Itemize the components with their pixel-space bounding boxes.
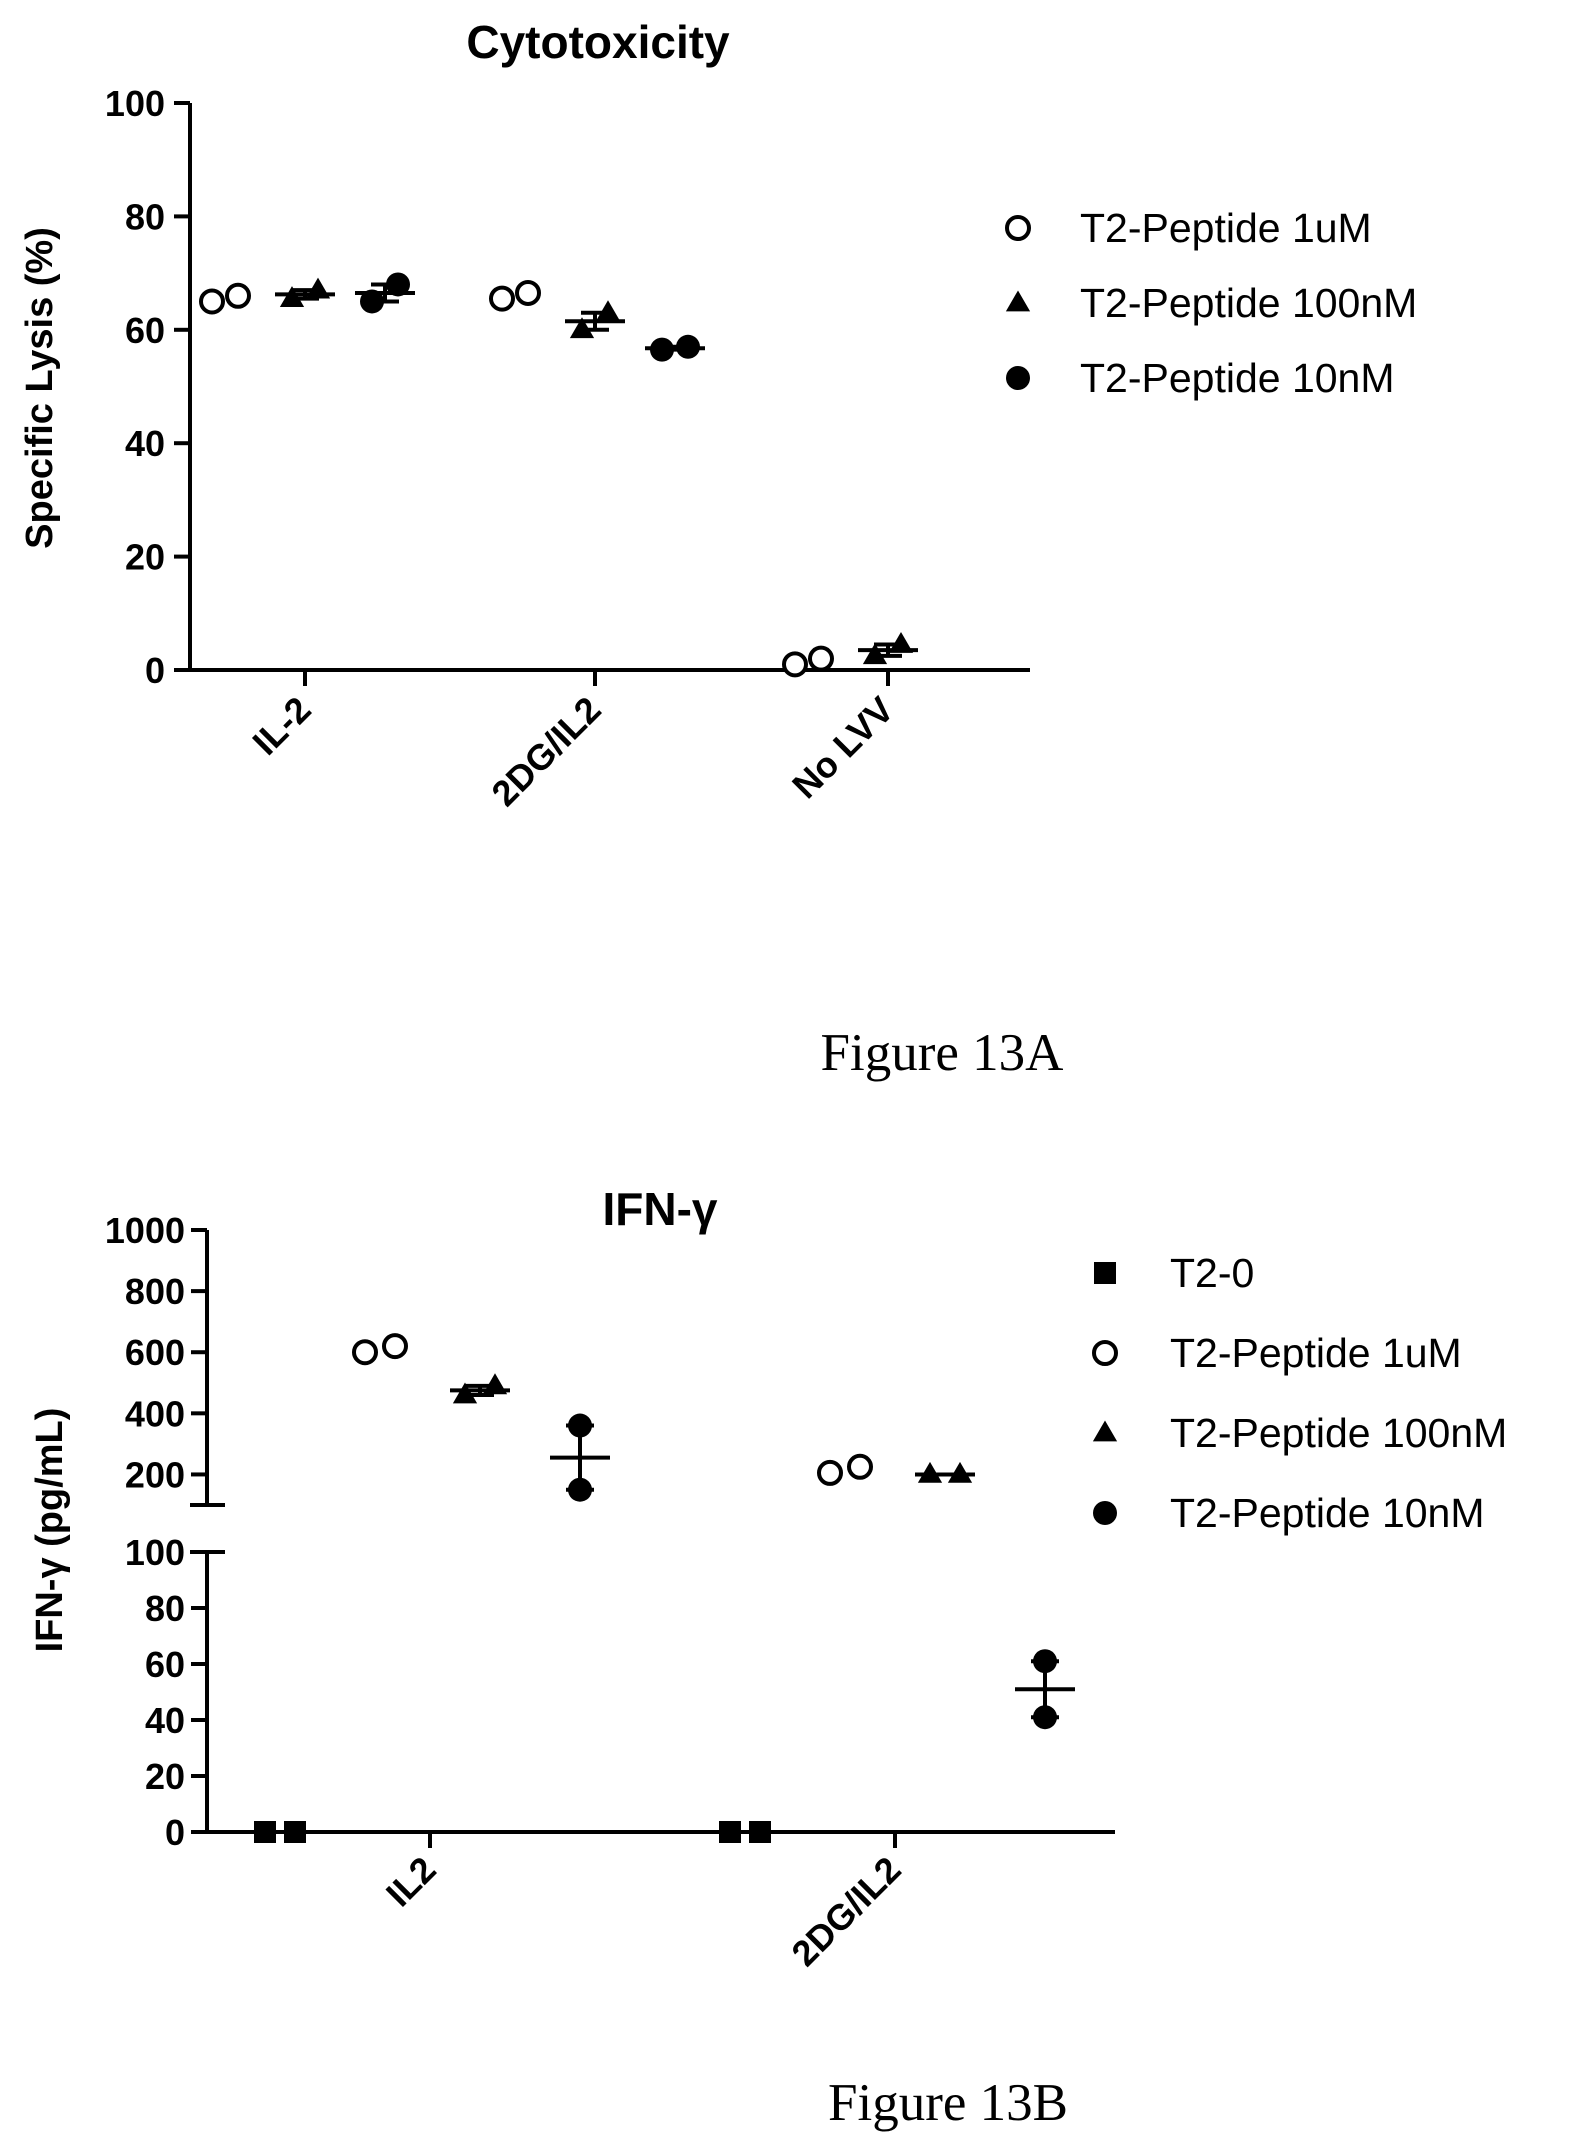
y-tick-label: 100 (105, 83, 165, 124)
y-tick-label: 0 (145, 650, 165, 691)
legend-label: T2-Peptide 100nM (1080, 280, 1417, 326)
data-point (719, 1821, 741, 1843)
y-tick-label: 0 (165, 1812, 185, 1853)
data-point (862, 643, 888, 665)
category-label: IL-2 (244, 689, 318, 763)
data-point (595, 300, 621, 322)
chart-a-y-axis-label: Specific Lysis (%) (19, 227, 61, 549)
y-tick-label: 1000 (105, 1210, 185, 1251)
data-point (225, 282, 251, 309)
data-point (279, 286, 305, 307)
legend-marker (1092, 1340, 1118, 1366)
data-point (382, 1333, 408, 1360)
legend-marker (1006, 366, 1030, 390)
chart-a-error-bars (275, 282, 918, 658)
data-point (489, 285, 515, 312)
data-point (254, 1821, 276, 1843)
data-point (917, 1461, 943, 1483)
y-tick-label: 20 (145, 1756, 185, 1797)
y-tick-label: 80 (145, 1588, 185, 1629)
data-point (782, 651, 808, 678)
data-point (452, 1382, 478, 1404)
legend-marker (1094, 1262, 1116, 1284)
y-tick-label: 60 (125, 310, 165, 351)
y-tick-label: 60 (145, 1644, 185, 1685)
legend-label: T2-Peptide 10nM (1080, 355, 1395, 401)
legend-marker (1005, 290, 1031, 312)
y-tick-label: 40 (125, 423, 165, 464)
data-point (1033, 1705, 1057, 1730)
chart-a-title: Cytotoxicity (466, 16, 730, 68)
figure-13b-caption: Figure 13B (828, 2074, 1068, 2132)
chart-b-title: IFN-γ (603, 1183, 718, 1235)
y-tick-label: 20 (125, 537, 165, 578)
data-point (947, 1461, 973, 1483)
y-tick-label: 40 (145, 1700, 185, 1741)
chart-a-categories: IL-2 2DG/IL2 No LVV (244, 670, 902, 814)
data-point (817, 1459, 843, 1486)
y-tick-label: 100 (125, 1532, 185, 1573)
chart-a-points (199, 272, 914, 678)
legend-marker (1005, 215, 1031, 241)
y-tick-label: 80 (125, 196, 165, 237)
category-label: 2DG/IL2 (783, 1849, 908, 1974)
chart-b-legend: T2-0 T2-Peptide 1uM T2-Peptide 100nM T2-Pep… (1092, 1250, 1507, 1536)
data-point (847, 1453, 873, 1480)
data-point (650, 337, 674, 362)
figure-13a-caption: Figure 13A (821, 1024, 1064, 1082)
data-point (515, 279, 541, 306)
y-tick-label: 400 (125, 1393, 185, 1434)
chart-a: Cytotoxicity Specific Lysis (%) 0 20 40 60 8… (19, 16, 1417, 1082)
data-point (386, 272, 410, 297)
chart-b-points (254, 1333, 1057, 1843)
data-point (568, 1477, 592, 1502)
legend-label: T2-0 (1170, 1250, 1254, 1296)
legend-label: T2-Peptide 10nM (1170, 1490, 1485, 1536)
category-label: IL2 (378, 1849, 444, 1915)
data-point (482, 1373, 508, 1395)
data-point (888, 631, 914, 653)
legend-label: T2-Peptide 1uM (1080, 205, 1372, 251)
legend-marker (1092, 1420, 1118, 1442)
legend-label: T2-Peptide 1uM (1170, 1330, 1462, 1376)
chart-b-error-bars (450, 1383, 1075, 1720)
data-point (284, 1821, 306, 1843)
y-tick-label: 200 (125, 1454, 185, 1495)
chart-b-categories: IL2 2DG/IL2 (378, 1832, 909, 1974)
data-point (749, 1821, 771, 1843)
data-point (305, 277, 331, 299)
data-point (568, 1413, 592, 1438)
data-point (569, 317, 595, 339)
y-tick-label: 800 (125, 1271, 185, 1312)
chart-a-legend: T2-Peptide 1uM T2-Peptide 100nM T2-Peptide… (1005, 205, 1417, 401)
legend-label: T2-Peptide 100nM (1170, 1410, 1507, 1456)
category-label: No LVV (784, 689, 902, 807)
data-point (199, 288, 225, 315)
data-point (352, 1339, 378, 1366)
legend-marker (1093, 1501, 1117, 1525)
y-tick-label: 600 (125, 1332, 185, 1373)
data-point (1033, 1649, 1057, 1674)
chart-a-y-ticks: 0 20 40 60 80 100 (105, 83, 190, 691)
data-point (808, 645, 834, 672)
chart-b-y-axis-label: IFN-γ (pg/mL) (29, 1408, 71, 1653)
chart-b: IFN-γ IFN-γ (pg/mL) 0 20 40 60 80 100 200 400 60… (29, 1183, 1507, 2132)
chart-b-y-ticks: 0 20 40 60 80 100 200 400 600 800 1000 (105, 1210, 207, 1853)
category-label: 2DG/IL2 (483, 689, 608, 814)
data-point (360, 289, 384, 314)
data-point (676, 334, 700, 359)
